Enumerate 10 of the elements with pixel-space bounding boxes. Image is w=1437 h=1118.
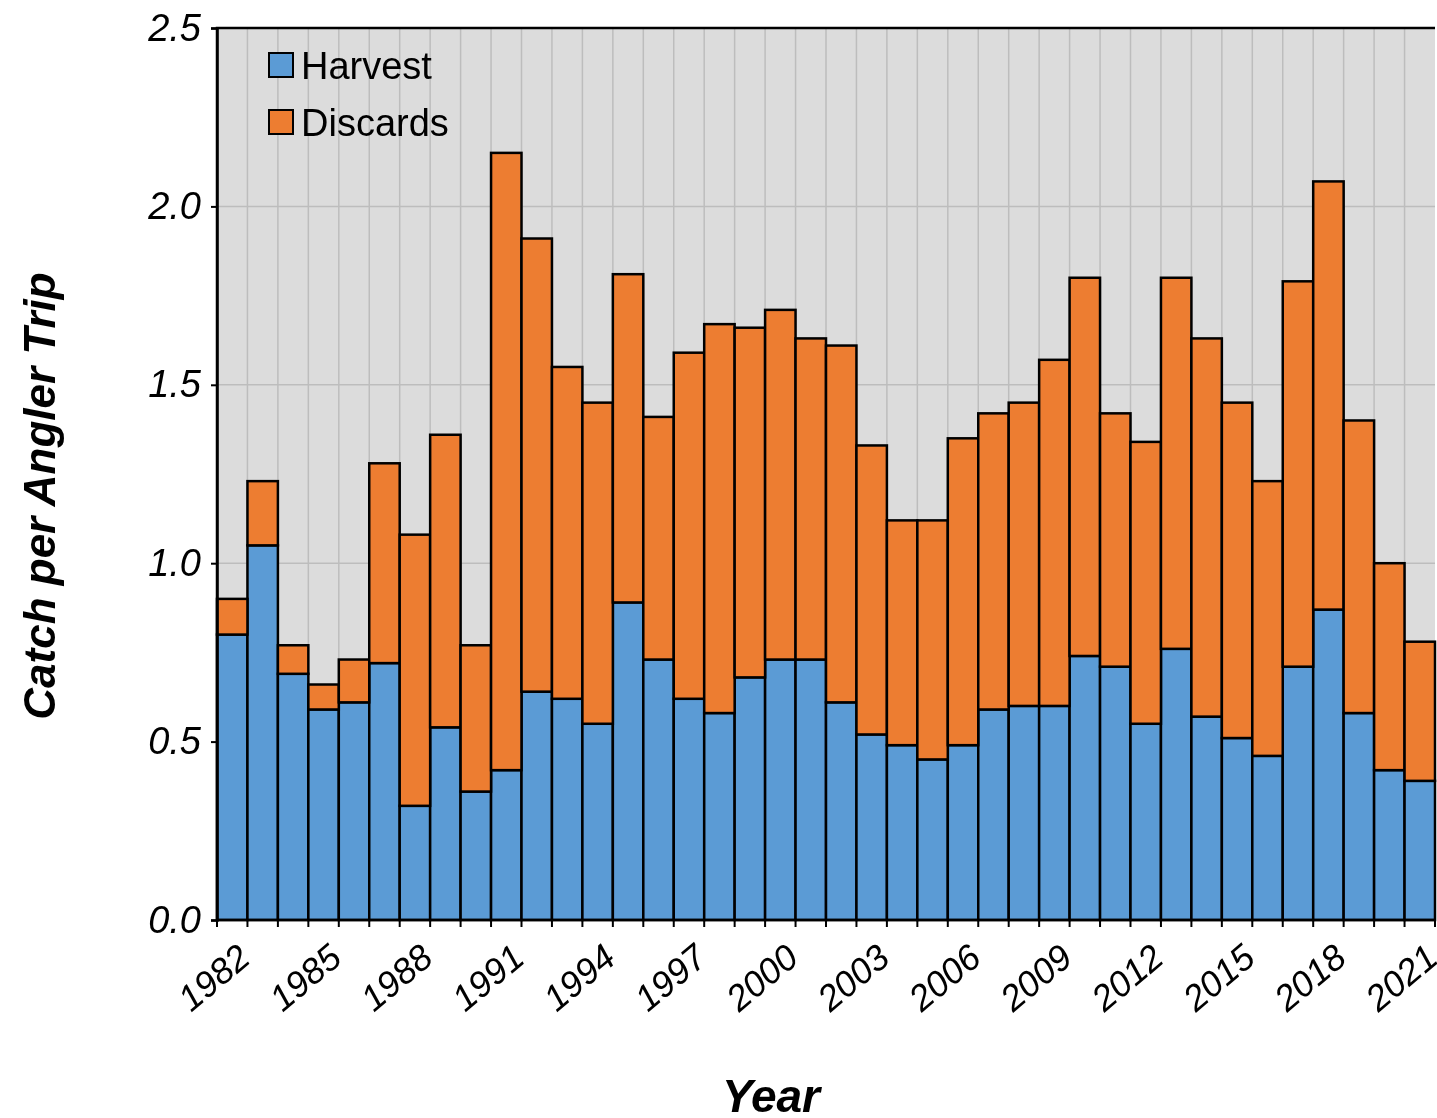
y-tick-label: 2.0: [147, 185, 201, 228]
y-tick-label: 0.5: [148, 720, 202, 763]
x-axis-title: Year: [721, 1070, 823, 1118]
y-axis-title: Catch per Angler Trip: [15, 272, 64, 720]
y-tick-label: 0.0: [148, 898, 201, 941]
y-tick-label: 1.5: [148, 363, 202, 406]
legend-label: Discards: [301, 102, 449, 145]
legend-label: Harvest: [301, 45, 433, 88]
y-tick-label: 2.5: [147, 6, 202, 49]
y-tick-label: 1.0: [148, 541, 201, 584]
